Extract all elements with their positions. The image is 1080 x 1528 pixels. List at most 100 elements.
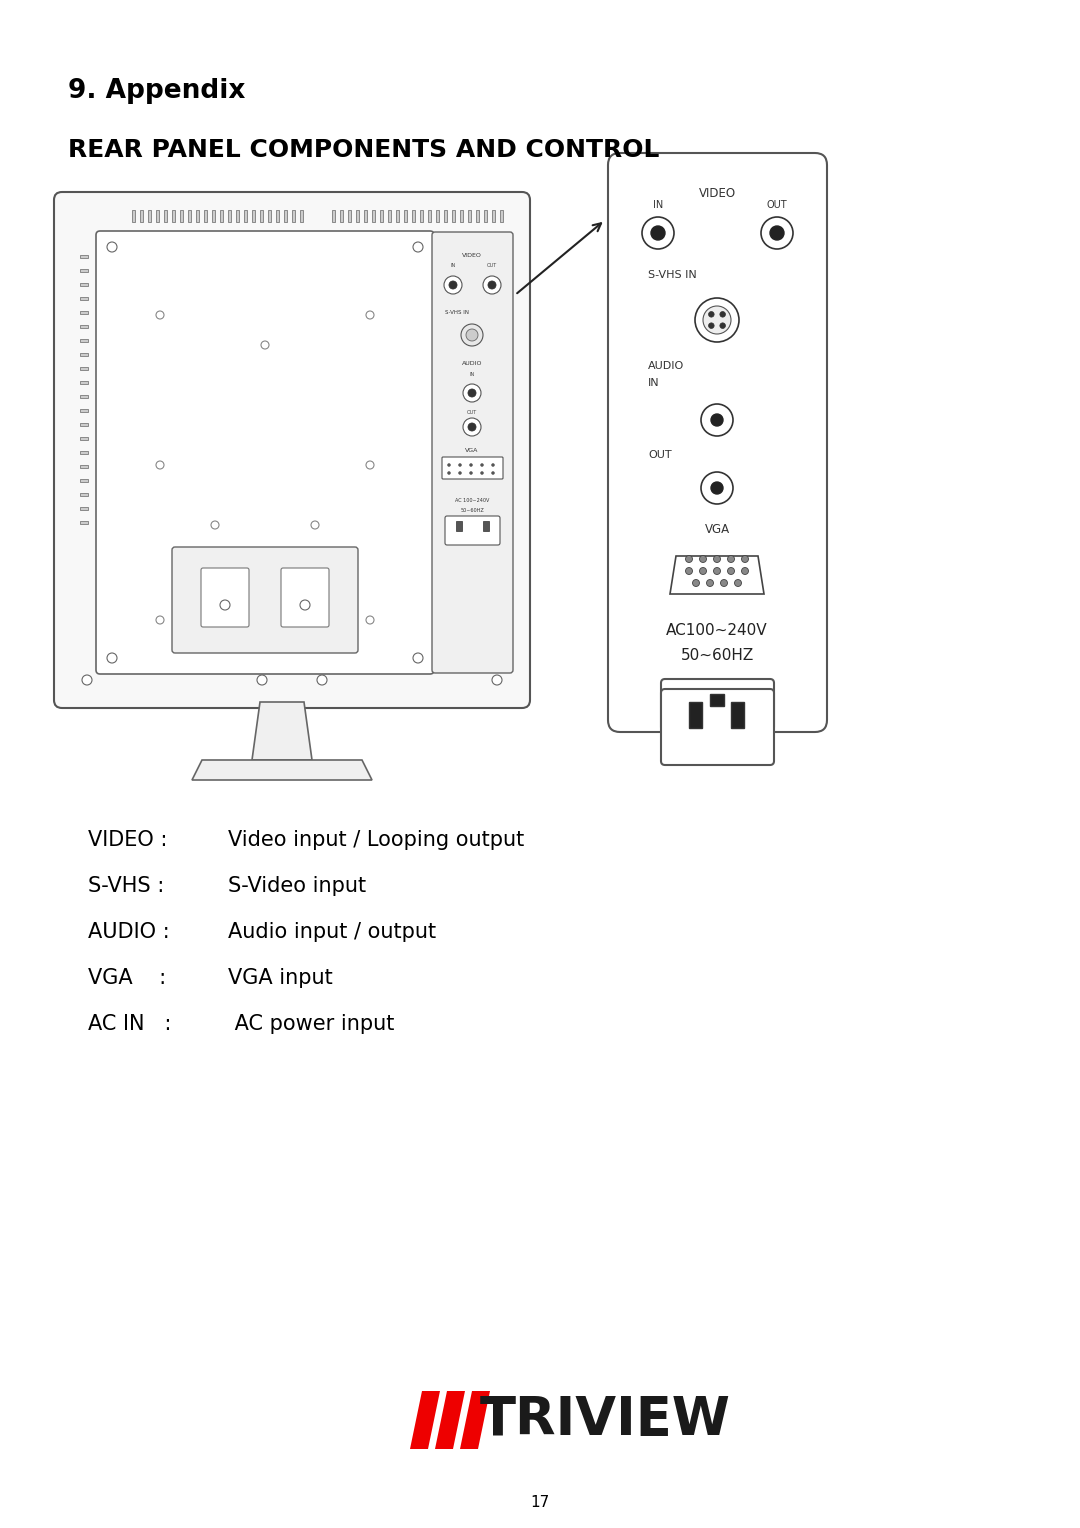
Circle shape [481, 463, 484, 466]
Circle shape [366, 312, 374, 319]
Circle shape [742, 556, 748, 562]
Polygon shape [460, 1390, 490, 1449]
Bar [468, 209, 471, 222]
Text: S-VHS IN: S-VHS IN [648, 270, 697, 280]
Circle shape [488, 281, 496, 289]
Bar [476, 209, 480, 222]
Circle shape [728, 567, 734, 575]
Circle shape [742, 567, 748, 575]
Bar [372, 209, 375, 222]
Bar [80, 410, 87, 413]
Bar [453, 209, 455, 222]
Text: AC IN   :: AC IN : [87, 1015, 172, 1034]
Circle shape [720, 322, 726, 329]
Circle shape [156, 312, 164, 319]
Text: IN: IN [653, 200, 663, 209]
Circle shape [761, 217, 793, 249]
Circle shape [463, 419, 481, 435]
Text: VGA: VGA [465, 448, 478, 452]
Circle shape [491, 463, 495, 466]
Bar [453, 396, 460, 397]
Circle shape [211, 521, 219, 529]
Circle shape [447, 472, 450, 475]
Text: TRIVIEW: TRIVIEW [480, 1394, 731, 1445]
Circle shape [413, 241, 423, 252]
Bar [456, 521, 462, 532]
Bar [195, 209, 199, 222]
Text: IN: IN [648, 377, 660, 388]
Text: Audio input / output: Audio input / output [228, 921, 436, 941]
Bar [80, 478, 87, 481]
Polygon shape [410, 1390, 440, 1449]
Bar [332, 209, 335, 222]
Bar [80, 325, 87, 329]
Circle shape [311, 521, 319, 529]
Bar [710, 694, 724, 706]
Circle shape [701, 472, 733, 504]
FancyBboxPatch shape [445, 516, 500, 545]
Bar [80, 423, 87, 426]
Bar [80, 465, 87, 468]
Bar [348, 209, 351, 222]
Circle shape [459, 463, 461, 466]
Circle shape [728, 556, 734, 562]
Bar [340, 209, 343, 222]
Text: OUT: OUT [487, 263, 497, 267]
Text: VIDEO: VIDEO [462, 254, 482, 258]
Bar [132, 209, 135, 222]
FancyBboxPatch shape [281, 568, 329, 626]
Bar [453, 478, 460, 481]
Circle shape [465, 329, 478, 341]
Bar [453, 451, 460, 454]
Circle shape [642, 217, 674, 249]
Bar [428, 209, 431, 222]
Text: AC 100~240V: AC 100~240V [455, 498, 489, 503]
Circle shape [701, 403, 733, 435]
Circle shape [686, 567, 692, 575]
Circle shape [468, 423, 476, 431]
FancyBboxPatch shape [201, 568, 249, 626]
Circle shape [459, 472, 461, 475]
Circle shape [463, 384, 481, 402]
Text: 17: 17 [530, 1494, 550, 1510]
Bar [731, 701, 744, 727]
Bar [80, 312, 87, 313]
Text: AUDIO: AUDIO [648, 361, 685, 371]
Bar [260, 209, 264, 222]
Bar [140, 209, 143, 222]
Text: AC power input: AC power input [228, 1015, 394, 1034]
Bar [300, 209, 303, 222]
Text: VGA: VGA [704, 523, 730, 536]
Bar [292, 209, 295, 222]
Circle shape [156, 616, 164, 623]
Circle shape [461, 324, 483, 345]
Text: OUT: OUT [767, 200, 787, 209]
Bar [453, 339, 460, 342]
Circle shape [220, 601, 230, 610]
Bar [453, 465, 460, 468]
Bar [188, 209, 191, 222]
Text: OUT: OUT [467, 410, 477, 416]
Bar [180, 209, 183, 222]
Circle shape [470, 472, 473, 475]
Text: VGA    :: VGA : [87, 969, 166, 989]
FancyBboxPatch shape [661, 689, 774, 766]
Bar [228, 209, 231, 222]
FancyBboxPatch shape [96, 231, 434, 674]
Circle shape [481, 472, 484, 475]
Circle shape [720, 312, 726, 318]
Circle shape [711, 414, 723, 426]
Bar [204, 209, 207, 222]
Text: VIDEO: VIDEO [699, 186, 735, 200]
Circle shape [444, 277, 462, 293]
Bar [453, 521, 460, 524]
Bar [453, 507, 460, 510]
Bar [148, 209, 151, 222]
Circle shape [700, 567, 706, 575]
Bar [436, 209, 438, 222]
Bar [244, 209, 247, 222]
Bar [80, 269, 87, 272]
Text: AUDIO :: AUDIO : [87, 921, 170, 941]
Text: IN: IN [470, 371, 474, 377]
Circle shape [413, 652, 423, 663]
